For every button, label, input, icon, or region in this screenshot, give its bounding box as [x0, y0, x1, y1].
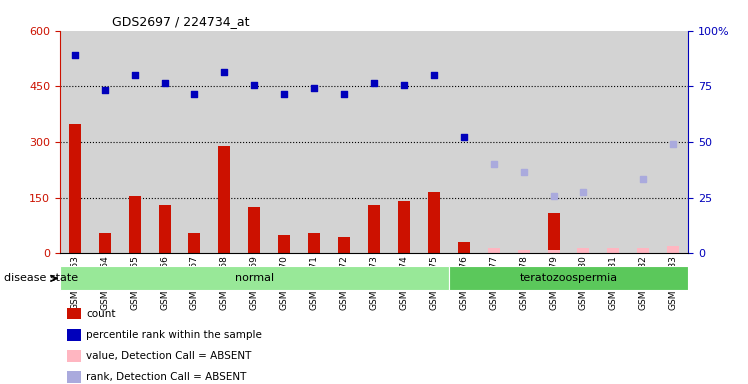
Bar: [548, 250, 560, 253]
Point: [308, 85, 320, 91]
Bar: [278, 235, 290, 253]
Bar: [548, 213, 560, 253]
Bar: [368, 205, 380, 253]
Point: [548, 193, 560, 199]
Bar: [218, 146, 230, 253]
Point: [518, 169, 530, 175]
Bar: [428, 192, 440, 253]
Bar: [299, 31, 329, 253]
Bar: [67, 308, 81, 319]
Bar: [239, 31, 269, 253]
Bar: [398, 202, 410, 253]
Point: [159, 79, 171, 86]
Bar: [180, 31, 209, 253]
Bar: [419, 31, 449, 253]
Text: disease state: disease state: [4, 273, 78, 283]
Bar: [308, 233, 320, 253]
Text: GDS2697 / 224734_at: GDS2697 / 224734_at: [112, 15, 250, 28]
Point: [278, 91, 290, 97]
Bar: [188, 233, 200, 253]
Text: value, Detection Call = ABSENT: value, Detection Call = ABSENT: [86, 351, 251, 361]
Bar: [389, 31, 419, 253]
Text: teratozoospermia: teratozoospermia: [519, 273, 618, 283]
Bar: [577, 248, 589, 253]
Bar: [667, 246, 679, 253]
Bar: [248, 207, 260, 253]
Bar: [458, 242, 470, 253]
Bar: [658, 31, 688, 253]
Bar: [359, 31, 389, 253]
Point: [458, 134, 470, 140]
Bar: [637, 248, 649, 253]
Bar: [607, 248, 619, 253]
Point: [129, 72, 141, 78]
Bar: [67, 350, 81, 362]
Point: [188, 91, 200, 97]
Point: [248, 81, 260, 88]
Bar: [488, 248, 500, 253]
Point: [99, 87, 111, 93]
Text: count: count: [86, 309, 115, 319]
Text: percentile rank within the sample: percentile rank within the sample: [86, 330, 262, 340]
Text: normal: normal: [235, 273, 274, 283]
Bar: [539, 31, 568, 253]
Point: [577, 189, 589, 195]
Bar: [329, 31, 359, 253]
Bar: [628, 31, 658, 253]
Point: [488, 161, 500, 167]
Bar: [129, 196, 141, 253]
Bar: [159, 205, 171, 253]
Bar: [449, 266, 688, 291]
Bar: [90, 31, 120, 253]
Bar: [150, 31, 180, 253]
Point: [428, 72, 440, 78]
Point: [667, 141, 679, 147]
Point: [368, 79, 380, 86]
Bar: [60, 266, 449, 291]
Text: rank, Detection Call = ABSENT: rank, Detection Call = ABSENT: [86, 372, 246, 382]
Bar: [568, 31, 598, 253]
Bar: [479, 31, 509, 253]
Bar: [449, 31, 479, 253]
Bar: [667, 246, 679, 253]
Bar: [67, 371, 81, 383]
Bar: [598, 31, 628, 253]
Bar: [509, 31, 539, 253]
Bar: [120, 31, 150, 253]
Bar: [60, 31, 90, 253]
Point: [218, 68, 230, 74]
Bar: [69, 124, 81, 253]
Point: [398, 81, 410, 88]
Bar: [518, 250, 530, 253]
Bar: [269, 31, 299, 253]
Bar: [99, 233, 111, 253]
Point: [338, 91, 350, 97]
Bar: [67, 329, 81, 341]
Bar: [338, 237, 350, 253]
Point: [69, 52, 81, 58]
Point: [637, 176, 649, 182]
Bar: [209, 31, 239, 253]
